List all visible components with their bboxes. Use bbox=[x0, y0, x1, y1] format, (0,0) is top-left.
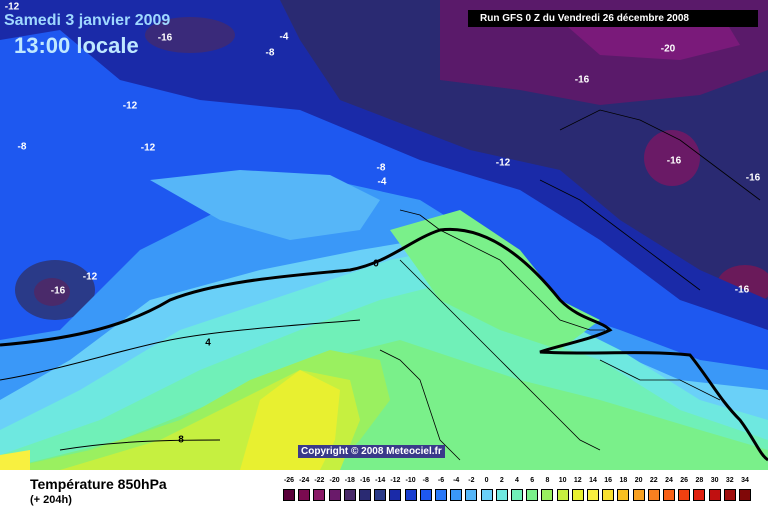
legend-tick-label: -14 bbox=[375, 477, 386, 484]
legend-tick-label: -18 bbox=[344, 477, 355, 484]
legend-tick-label: 34 bbox=[741, 477, 749, 484]
isotherm-label: -12 bbox=[4, 1, 20, 13]
legend-swatch bbox=[723, 489, 736, 501]
legend-swatch bbox=[374, 489, 387, 501]
legend-tick-label: 8 bbox=[545, 477, 550, 484]
legend-tick-label: 6 bbox=[530, 477, 535, 484]
isotherm-label: -4 bbox=[377, 176, 387, 188]
isotherm-label: -12 bbox=[122, 100, 138, 112]
legend-swatch bbox=[632, 489, 645, 501]
model-run-label: Run GFS 0 Z du Vendredi 26 décembre 2008 bbox=[468, 10, 758, 27]
variable-title: Température 850hPa bbox=[30, 476, 167, 492]
legend-swatch bbox=[343, 489, 356, 501]
legend-tick-label: -4 bbox=[453, 477, 460, 484]
copyright-label: Copyright © 2008 Meteociel.fr bbox=[298, 445, 445, 458]
isotherm-label: 0 bbox=[373, 258, 379, 270]
legend-tick-label: -2 bbox=[468, 477, 475, 484]
legend-tick-label: -8 bbox=[422, 477, 429, 484]
isotherm-label: -16 bbox=[574, 74, 590, 86]
isotherm-label: -8 bbox=[376, 162, 386, 174]
legend-swatch bbox=[419, 489, 432, 501]
legend-swatch bbox=[389, 489, 402, 501]
isotherm-label: 4 bbox=[205, 337, 211, 349]
legend-swatch bbox=[663, 489, 675, 501]
legend-tick-label: 0 bbox=[484, 477, 489, 484]
legend-swatch bbox=[708, 489, 721, 501]
legend-swatch bbox=[587, 489, 599, 501]
forecast-date: Samedi 3 janvier 2009 bbox=[4, 12, 171, 29]
legend-swatch bbox=[617, 489, 630, 501]
legend-tick-label: 10 bbox=[558, 477, 567, 484]
legend-tick-label: -12 bbox=[390, 477, 401, 484]
isotherm-label: -16 bbox=[50, 285, 66, 297]
isotherm-label: -8 bbox=[17, 141, 27, 153]
legend-tick-label: 22 bbox=[649, 477, 658, 484]
legend-swatch bbox=[283, 489, 295, 501]
legend-swatch bbox=[678, 489, 691, 501]
legend-tick-label: -20 bbox=[329, 477, 340, 484]
legend-swatch bbox=[602, 489, 615, 501]
isotherm-label: -4 bbox=[279, 31, 289, 43]
isotherm-label: -20 bbox=[660, 43, 676, 55]
legend-tick-label: 14 bbox=[589, 477, 597, 484]
legend-tick-label: 32 bbox=[725, 477, 734, 484]
legend-tick-label: 30 bbox=[710, 477, 719, 484]
legend-tick-label: -26 bbox=[283, 477, 295, 484]
isotherm-label: -16 bbox=[734, 284, 750, 296]
legend-swatch bbox=[739, 489, 751, 501]
legend-swatch bbox=[404, 489, 417, 501]
legend-swatch bbox=[571, 489, 584, 501]
legend-swatch bbox=[313, 489, 326, 501]
forecast-time: 13:00 locale bbox=[14, 33, 139, 58]
forecast-lead: (+ 204h) bbox=[30, 494, 72, 506]
temperature-map bbox=[0, 0, 768, 470]
legend-swatch bbox=[480, 489, 493, 501]
isotherm-label: -16 bbox=[157, 32, 173, 44]
isotherm-label: -12 bbox=[495, 157, 511, 169]
legend-swatch bbox=[465, 489, 478, 501]
legend-tick-label: 20 bbox=[634, 477, 643, 484]
legend-tick-label: 18 bbox=[619, 477, 628, 484]
legend-swatch bbox=[556, 489, 569, 501]
legend-tick-label: 4 bbox=[515, 477, 519, 484]
legend-swatch bbox=[298, 489, 311, 501]
legend-swatch bbox=[328, 489, 341, 501]
legend-tick-label: 28 bbox=[695, 477, 704, 484]
legend-swatch bbox=[450, 489, 463, 501]
isotherm-label: -16 bbox=[745, 172, 761, 184]
legend-tick-label: 16 bbox=[604, 477, 613, 484]
isotherm-label: -12 bbox=[140, 142, 156, 154]
legend-tick-label: 24 bbox=[665, 477, 673, 484]
isotherm-label: -8 bbox=[265, 47, 275, 59]
legend-swatch bbox=[495, 489, 508, 501]
footer-bar: Température 850hPa (+ 204h) -26 -24 -22 -20… bbox=[0, 470, 768, 512]
legend-tick-label: -22 bbox=[314, 477, 325, 484]
legend-tick-label: -6 bbox=[437, 477, 445, 484]
legend-tick-label: 2 bbox=[499, 477, 504, 484]
legend-swatch bbox=[435, 489, 447, 501]
isotherm-label: -16 bbox=[666, 155, 682, 167]
legend-swatch bbox=[526, 489, 539, 501]
legend-swatch bbox=[359, 489, 371, 501]
legend-swatch bbox=[541, 489, 554, 501]
color-legend: -26 -24 -22 -20 -18 -16 -14 -12 -10 -8 -6 -4 -2 0 2 4 6 8… bbox=[282, 477, 754, 507]
legend-tick-label: -24 bbox=[299, 477, 310, 484]
isotherm-label: -12 bbox=[82, 271, 98, 283]
legend-tick-label: -10 bbox=[405, 477, 416, 484]
legend-swatch bbox=[647, 489, 660, 501]
legend-tick-label: 12 bbox=[573, 477, 582, 484]
legend-tick-label: -16 bbox=[359, 477, 371, 484]
legend-swatch bbox=[511, 489, 523, 501]
isotherm-label: 8 bbox=[178, 434, 184, 446]
legend-tick-label: 26 bbox=[680, 477, 689, 484]
legend-swatch bbox=[693, 489, 706, 501]
